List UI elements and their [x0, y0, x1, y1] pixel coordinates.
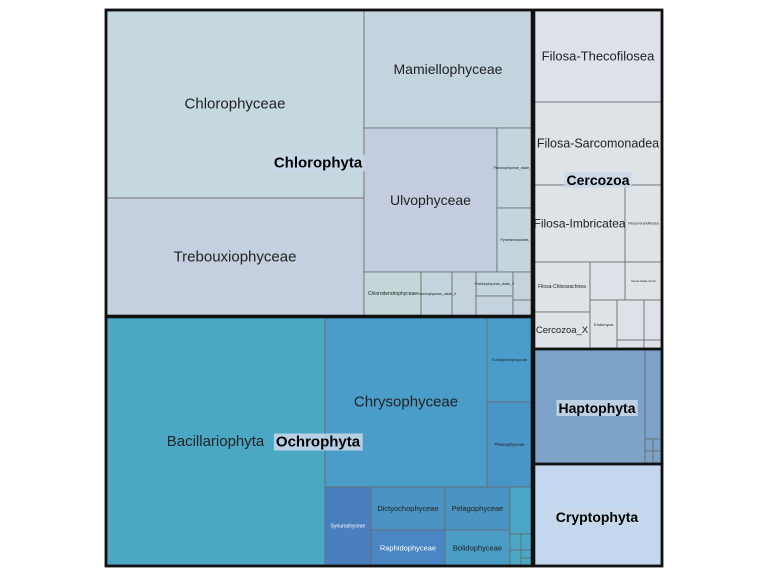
group-label-cryptophyta: Cryptophyta — [556, 509, 639, 525]
minor-cell-ochrophyta-3 — [509, 549, 522, 567]
group-label-bg-chlorophyta — [271, 154, 365, 172]
cell-label-bolidophyceae: Bolidophyceae — [453, 544, 502, 553]
cell-label-chlorophyceae: Chlorophyceae — [185, 96, 286, 113]
minor-cell-chlorophyta-3 — [512, 299, 533, 317]
cell-label-pyramimonadales: Pyramimonadales — [500, 238, 528, 242]
cell-ochrophyta-dictyochophyceae — [370, 486, 446, 531]
cell-label-filosa-imbricatea: Filosa-Imbricatea — [533, 217, 625, 231]
cell-cercozoa-filosa-chlorarachnea — [533, 261, 591, 313]
treemap-cell-labels: Chlorophyceae Trebouxiophyceae Mamiellophy… — [167, 49, 659, 553]
minor-cell-haptophyta-4 — [652, 450, 663, 465]
cell-label-prasinophyceae-clade-ii: Prasinophyceae_clade_II — [417, 292, 456, 296]
cell-label-filosa-chlorarachnea: Filosa-Chlorarachnea — [538, 284, 586, 290]
cell-label-dictyochophyceae: Dictyochophyceae — [377, 504, 438, 513]
cell-chlorophyta-pyramimonadales — [496, 207, 533, 273]
treemap-cells — [105, 9, 663, 567]
cell-label-pelagophyceae: Pelagophyceae — [452, 504, 504, 513]
minor-cell-cercozoa-3 — [616, 339, 645, 350]
cell-ochrophyta-raphidophyceae — [370, 529, 446, 567]
cell-label-trebouxiophyceae: Trebouxiophyceae — [174, 249, 297, 266]
cell-label-raphidophyceae: Raphidophyceae — [380, 544, 436, 553]
minor-cell-chlorophyta-0 — [451, 271, 477, 317]
minor-cell-haptophyta-1 — [644, 438, 654, 452]
group-label-chlorophyta: Chlorophyta — [274, 155, 363, 172]
cell-label-chlorodendrophyceae: Chlorodendrophyceae — [368, 291, 417, 297]
cell-label-filosa-sarcomonadea: Filosa-Sarcomonadea — [537, 137, 659, 151]
minor-cell-ochrophyta-2 — [520, 533, 533, 551]
treemap-outer-frame — [104, 8, 664, 568]
minor-cell-chlorophyta-2 — [512, 271, 533, 301]
cell-chlorophyta-prasinophyceae-clade-ii — [420, 271, 453, 317]
cell-label-filosa-thecofilosea: Filosa-Thecofilosea — [542, 49, 655, 64]
cell-label-filosa-granofilosea: Filosa-Granofilosea — [628, 222, 658, 226]
treemap-group-labels: Chlorophyta Cercozoa Ochrophyta Haptophyta C… — [271, 154, 641, 525]
cell-label-ulvophyceae: Ulvophyceae — [390, 192, 471, 208]
group-label-bg-haptophyta — [556, 400, 638, 416]
minor-cell-ochrophyta-4 — [520, 549, 533, 559]
group-label-bg-cercozoa — [564, 172, 632, 188]
cell-label-prasinophyceae-clade-v: Prasinophyceae_clade_V — [475, 282, 515, 286]
cell-ochrophyta-phaeophyceae — [486, 401, 533, 488]
cell-cercozoa-endomyxa — [589, 299, 618, 350]
group-label-haptophyta: Haptophyta — [559, 400, 636, 416]
minor-cell-cercozoa-0 — [589, 261, 626, 301]
minor-cell-cercozoa-1 — [616, 299, 645, 341]
minor-cell-ochrophyta-0 — [509, 486, 533, 535]
group-label-bg-cryptophyta — [553, 509, 641, 525]
group-label-cercozoa: Cercozoa — [566, 172, 629, 188]
treemap-minor-cells — [451, 261, 663, 567]
minor-cell-haptophyta-2 — [652, 438, 663, 452]
minor-cell-haptophyta-0 — [644, 348, 663, 440]
cell-label-eustigmatophyceae: Eustigmatophyceae — [492, 357, 528, 362]
group-label-ochrophyta: Ochrophyta — [276, 434, 361, 451]
cell-label-synurophyceae: Synurophyceae — [331, 524, 366, 530]
cell-label-phaeophyceae: Phaeophyceae — [494, 442, 525, 447]
cell-ochrophyta-chrysophyceae — [324, 316, 488, 488]
cell-chlorophyta-ulvophyceae — [363, 127, 498, 273]
cell-label-mamiellophyceae: Mamiellophyceae — [394, 61, 503, 77]
cell-chlorophyta-trebouxiophyceae — [105, 197, 365, 317]
group-label-bg-ochrophyta — [273, 433, 363, 451]
cell-ochrophyta-synurophyceae — [324, 486, 372, 567]
cell-ochrophyta-eustigmatophyceae — [486, 316, 533, 403]
minor-cell-cercozoa-4 — [643, 339, 663, 350]
minor-cell-cercozoa-2 — [643, 299, 663, 341]
cell-label-bacillariophyta: Bacillariophyta — [167, 433, 265, 450]
minor-cell-haptophyta-3 — [644, 450, 654, 465]
cell-label-novel-clade-10-12: Novel-clade-10-12 — [631, 279, 656, 283]
cell-label-cercozoa-x: Cercozoa_X — [536, 325, 589, 336]
cell-label-endomyxa: Endomyxa — [594, 322, 614, 327]
cell-label-prasinophyceae-clade-vii: Prasinophyceae_clade_VII — [494, 166, 536, 170]
minor-cell-ochrophyta-1 — [509, 533, 522, 551]
cell-cercozoa-filosa-thecofilosea — [533, 9, 663, 103]
cell-label-chrysophyceae: Chrysophyceae — [354, 394, 458, 411]
treemap-group-borders — [104, 8, 664, 568]
minor-cell-chlorophyta-1 — [475, 295, 514, 317]
cell-cercozoa-filosa-imbricatea — [533, 184, 626, 263]
